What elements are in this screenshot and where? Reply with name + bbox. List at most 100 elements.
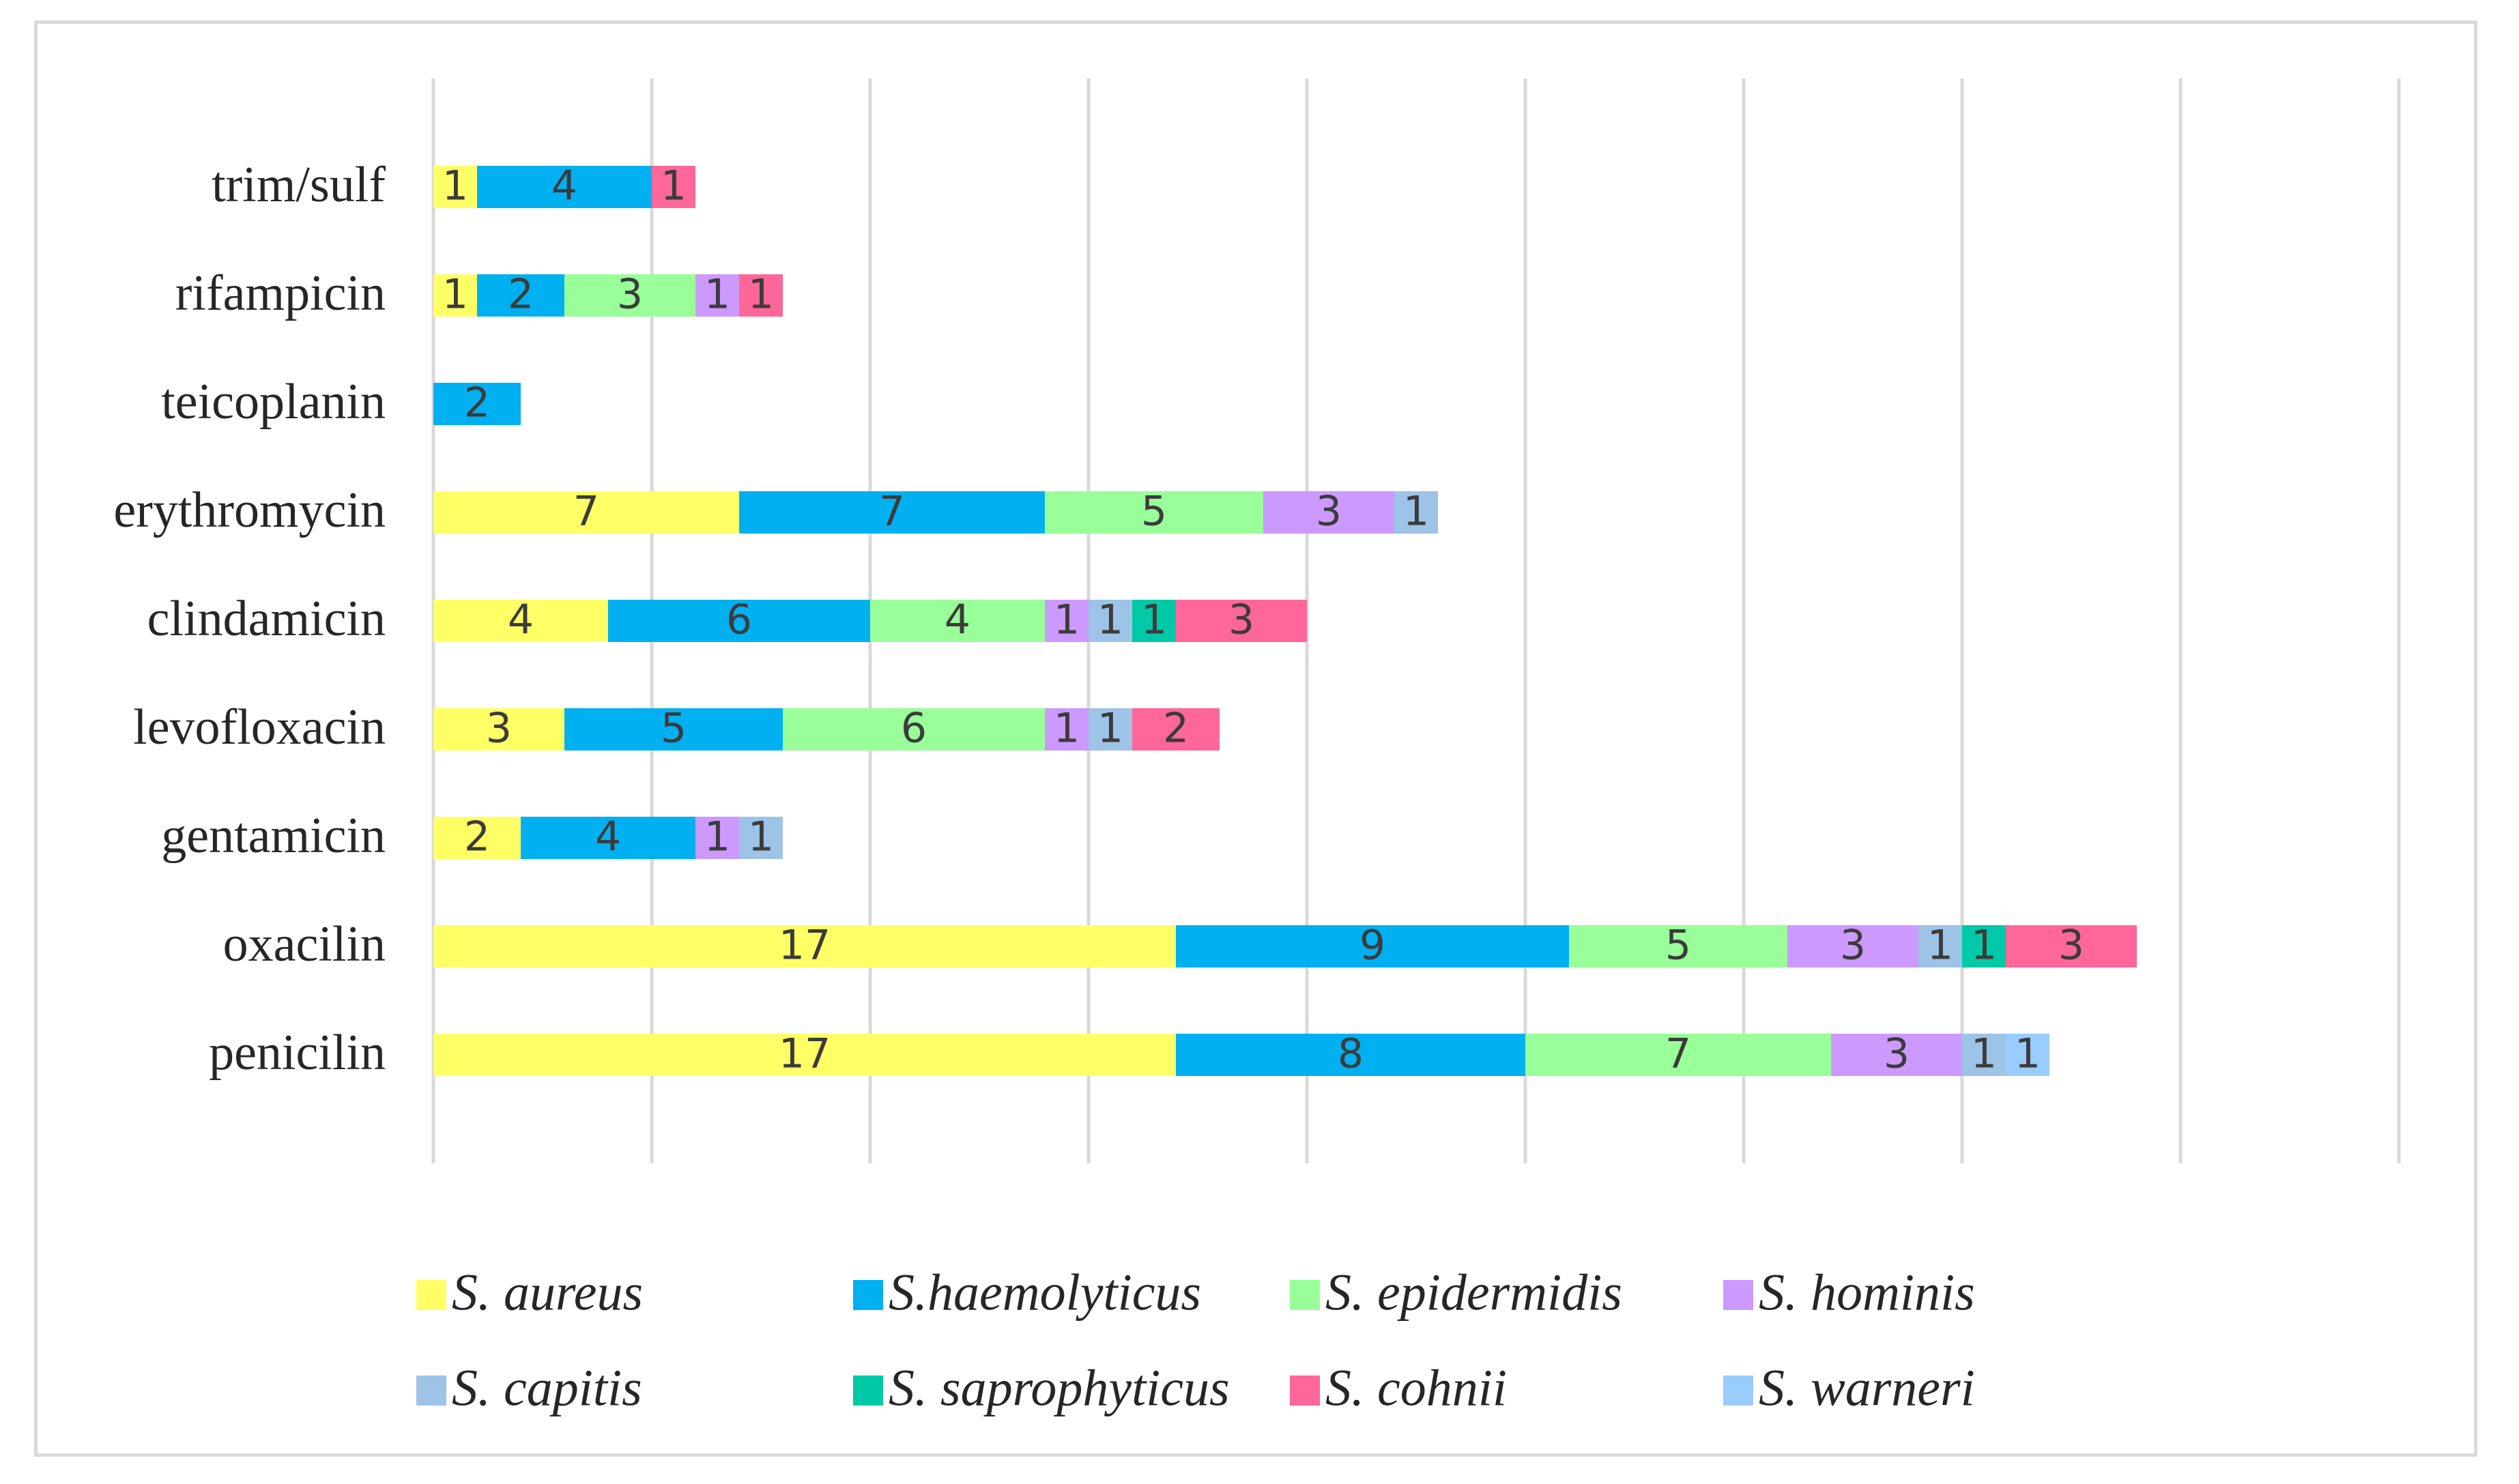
data-label-penicilin-s-epidermidis: 7 — [1665, 1030, 1691, 1078]
data-label-gentamicin-s-capitis: 1 — [748, 813, 774, 861]
bar-levofloxacin-s-cohnii — [1132, 708, 1220, 751]
bar-clindamicin-s-haemolyticus — [608, 600, 870, 642]
bar-oxacilin-s-cohnii — [2006, 925, 2137, 967]
data-label-oxacilin-s-haemolyticus: 9 — [1359, 922, 1385, 970]
data-label-levofloxacin-s-haemolyticus: 5 — [661, 705, 687, 753]
data-label-oxacilin-s-capitis: 1 — [1927, 922, 1953, 970]
legend-swatch-s-cohnii — [1290, 1376, 1320, 1406]
legend-label-s-cohnii: S. cohnii — [1325, 1359, 1507, 1416]
legend-swatch-s-warneri — [1723, 1376, 1753, 1406]
legend-swatch-s-hominis — [1723, 1280, 1753, 1310]
bar-gentamicin-s-hominis — [695, 817, 739, 859]
data-label-penicilin-s-hominis: 3 — [1884, 1030, 1910, 1078]
bar-penicilin-s-aureus — [433, 1034, 1176, 1076]
bar-oxacilin-s-aureus — [433, 925, 1176, 967]
data-label-clindamicin-s-aureus: 4 — [508, 596, 534, 644]
bar-penicilin-s-hominis — [1831, 1034, 1962, 1076]
data-label-clindamicin-s-cohnii: 3 — [1228, 596, 1254, 644]
bar-penicilin-s-epidermidis — [1525, 1034, 1831, 1076]
data-label-oxacilin-s-hominis: 3 — [1840, 922, 1866, 970]
bar-penicilin-s-warneri — [2006, 1034, 2049, 1076]
data-label-rifampicin-s-epidermidis: 3 — [617, 271, 643, 319]
data-label-oxacilin-s-saprophyticus: 1 — [1971, 922, 1997, 970]
data-label-clindamicin-s-capitis: 1 — [1097, 596, 1123, 644]
data-label-rifampicin-s-cohnii: 1 — [748, 271, 774, 319]
legend-label-s-hominis: S. hominis — [1759, 1264, 1975, 1321]
bar-clindamicin-s-capitis — [1089, 600, 1132, 642]
bar-penicilin-s-haemolyticus — [1176, 1034, 1525, 1076]
bar-penicilin-s-capitis — [1962, 1034, 2006, 1076]
bar-clindamicin-s-aureus — [433, 600, 608, 642]
data-label-rifampicin-s-hominis: 1 — [704, 271, 730, 319]
bar-rifampicin-s-hominis — [695, 274, 739, 317]
legend-label-s-epidermidis: S. epidermidis — [1325, 1264, 1622, 1321]
legend-label-s-saprophyticus: S. saprophyticus — [889, 1359, 1230, 1416]
bar-clindamicin-s-epidermidis — [870, 600, 1045, 642]
data-label-trim-sulf-s-aureus: 1 — [442, 162, 468, 210]
data-label-clindamicin-s-epidermidis: 4 — [945, 596, 970, 644]
data-label-gentamicin-s-haemolyticus: 4 — [595, 813, 621, 861]
category-label-rifampicin: rifampicin — [175, 265, 386, 321]
legend-swatch-s-haemolyticus — [853, 1280, 883, 1310]
legend-label-s-warneri: S. warneri — [1759, 1359, 1975, 1416]
bar-erythromycin-s-haemolyticus — [739, 491, 1045, 534]
bar-oxacilin-s-saprophyticus — [1962, 925, 2006, 967]
data-label-penicilin-s-warneri: 1 — [2015, 1030, 2041, 1078]
bar-gentamicin-s-capitis — [739, 817, 783, 859]
data-label-levofloxacin-s-cohnii: 2 — [1163, 705, 1189, 753]
legend-swatch-s-epidermidis — [1290, 1280, 1320, 1310]
bar-levofloxacin-s-haemolyticus — [564, 708, 783, 751]
data-label-oxacilin-s-epidermidis: 5 — [1665, 922, 1691, 970]
category-label-teicoplanin: teicoplanin — [161, 374, 386, 430]
bar-rifampicin-s-aureus — [433, 274, 477, 317]
category-label-oxacilin: oxacilin — [223, 916, 386, 972]
data-label-clindamicin-s-saprophyticus: 1 — [1141, 596, 1167, 644]
data-label-gentamicin-s-aureus: 2 — [464, 813, 490, 861]
data-label-teicoplanin-s-haemolyticus: 2 — [464, 379, 490, 427]
bar-clindamicin-s-hominis — [1045, 600, 1089, 642]
bar-levofloxacin-s-hominis — [1045, 708, 1089, 751]
data-label-erythromycin-s-haemolyticus: 7 — [879, 488, 905, 536]
bar-levofloxacin-s-capitis — [1089, 708, 1132, 751]
bar-erythromycin-s-hominis — [1263, 491, 1394, 534]
data-label-trim-sulf-s-haemolyticus: 4 — [551, 162, 577, 210]
legend-swatch-s-aureus — [416, 1280, 446, 1310]
data-label-rifampicin-s-aureus: 1 — [442, 271, 468, 319]
bar-gentamicin-s-haemolyticus — [521, 817, 695, 859]
data-label-gentamicin-s-hominis: 1 — [704, 813, 730, 861]
category-label-trim-sulf: trim/sulf — [212, 157, 386, 213]
bar-erythromycin-s-capitis — [1394, 491, 1438, 534]
data-label-oxacilin-s-cohnii: 3 — [2058, 922, 2084, 970]
data-label-erythromycin-s-hominis: 3 — [1316, 488, 1342, 536]
bar-gentamicin-s-aureus — [433, 817, 521, 859]
bar-rifampicin-s-cohnii — [739, 274, 783, 317]
bar-erythromycin-s-epidermidis — [1045, 491, 1263, 534]
bar-clindamicin-s-saprophyticus — [1132, 600, 1176, 642]
legend: S. aureus S.haemolyticus S. epidermidis S. … — [416, 1264, 1975, 1416]
data-label-erythromycin-s-epidermidis: 5 — [1141, 488, 1167, 536]
legend-swatch-s-saprophyticus — [853, 1376, 883, 1406]
bar-trim-sulf-s-aureus — [433, 166, 477, 208]
bar-rifampicin-s-epidermidis — [564, 274, 695, 317]
data-label-erythromycin-s-aureus: 7 — [573, 488, 599, 536]
bar-oxacilin-s-epidermidis — [1569, 925, 1787, 967]
bars: 17 8 7 3 1 117 9 5 3 1 1 32 4 1 13 5 6 1 1 24 6 4 1 1 1 37 7 5 3 121 2… — [433, 162, 2137, 1078]
stacked-bar-chart: 17 8 7 3 1 117 9 5 3 1 1 32 4 1 13 5 6 1 1 24 6 4 1 1 1 37 7 5 3 121 2… — [113, 78, 2401, 1416]
legend-label-s-capitis: S. capitis — [452, 1359, 642, 1416]
bar-oxacilin-s-haemolyticus — [1176, 925, 1569, 967]
bar-trim-sulf-s-haemolyticus — [477, 166, 652, 208]
data-label-levofloxacin-s-epidermidis: 6 — [901, 705, 927, 753]
data-label-clindamicin-s-hominis: 1 — [1054, 596, 1080, 644]
category-label-penicilin: penicilin — [209, 1025, 386, 1081]
bar-levofloxacin-s-aureus — [433, 708, 564, 751]
bar-teicoplanin-s-haemolyticus — [433, 383, 521, 425]
data-label-clindamicin-s-haemolyticus: 6 — [726, 596, 752, 644]
data-label-levofloxacin-s-capitis: 1 — [1097, 705, 1123, 753]
legend-label-s-haemolyticus: S.haemolyticus — [889, 1264, 1201, 1321]
data-label-penicilin-s-haemolyticus: 8 — [1338, 1030, 1364, 1078]
category-label-clindamicin: clindamicin — [147, 591, 386, 647]
category-label-gentamicin: gentamicin — [161, 808, 386, 864]
data-label-penicilin-s-aureus: 17 — [779, 1030, 831, 1078]
bar-erythromycin-s-aureus — [433, 491, 739, 534]
data-label-oxacilin-s-aureus: 17 — [779, 922, 831, 970]
